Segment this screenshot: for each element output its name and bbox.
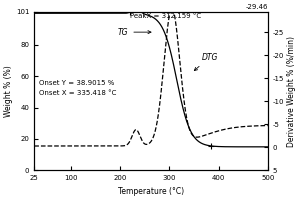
Text: Onset Y = 38.9015 %
Onset X = 335.418 °C: Onset Y = 38.9015 % Onset X = 335.418 °C [39,80,117,96]
Y-axis label: Derivative Weight % (%/min): Derivative Weight % (%/min) [287,36,296,147]
Text: TG: TG [118,28,151,37]
Text: -29.46: -29.46 [245,4,268,10]
Text: PeakX = 312.159 °C: PeakX = 312.159 °C [130,13,201,19]
Text: DTG: DTG [194,53,218,71]
X-axis label: Temperature (°C): Temperature (°C) [118,187,184,196]
Y-axis label: Weight % (%): Weight % (%) [4,65,13,117]
